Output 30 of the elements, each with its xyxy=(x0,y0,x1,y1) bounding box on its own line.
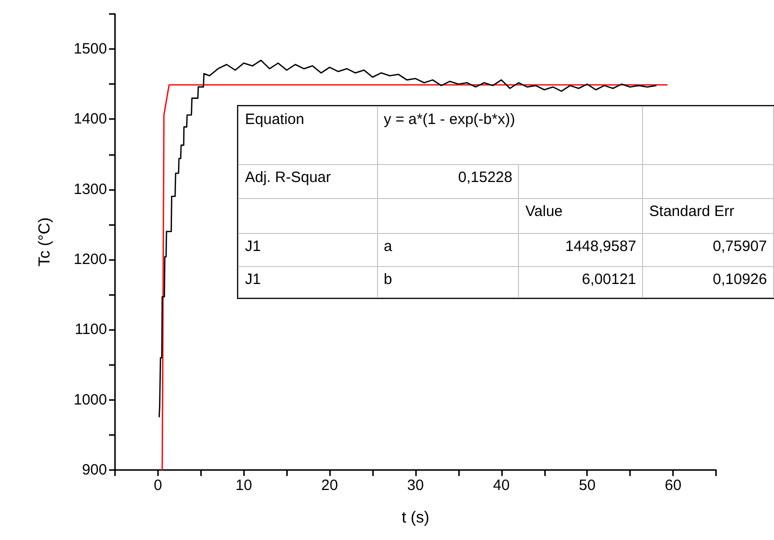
x-tick-label: 0 xyxy=(154,477,162,494)
annotation: 6,00121 xyxy=(518,266,643,298)
y-tick-label: 900 xyxy=(82,462,107,478)
y-tick-label: 1200 xyxy=(74,251,107,268)
annotation: 0,10926 xyxy=(642,266,774,298)
y-tick-label: 1500 xyxy=(74,40,107,58)
annotation: J1 xyxy=(238,234,378,266)
annotation: Equation xyxy=(238,106,378,164)
y-tick-label: 1400 xyxy=(74,110,107,128)
annotation: b xyxy=(377,266,519,298)
x-tick-label: 10 xyxy=(235,477,252,494)
y-tick-label: 1100 xyxy=(74,321,107,338)
annotation: y = a*(1 - exp(-b*x)) xyxy=(377,106,643,164)
x-tick-label: 30 xyxy=(407,477,424,494)
annotation: 0,15228 xyxy=(377,164,519,198)
y-axis-title: Tc (°C) xyxy=(36,217,54,267)
annotation: a xyxy=(377,234,519,266)
annotation: 1448,9587 xyxy=(518,234,643,266)
annotation: Adj. R-Squar xyxy=(238,164,378,198)
x-tick-label: 20 xyxy=(321,477,338,494)
x-tick-label: 60 xyxy=(664,477,682,494)
x-axis-title: t (s) xyxy=(402,510,430,526)
x-tick-label: 50 xyxy=(578,477,596,494)
y-tick-label: 1300 xyxy=(74,180,107,198)
x-tick-label: 40 xyxy=(493,477,510,494)
y-tick-label: 1000 xyxy=(74,391,107,408)
annotation: Value xyxy=(518,198,643,234)
annotation: Standard Err xyxy=(642,198,774,234)
annotation: J1 xyxy=(238,266,378,298)
annotation: 0,75907 xyxy=(642,234,774,266)
